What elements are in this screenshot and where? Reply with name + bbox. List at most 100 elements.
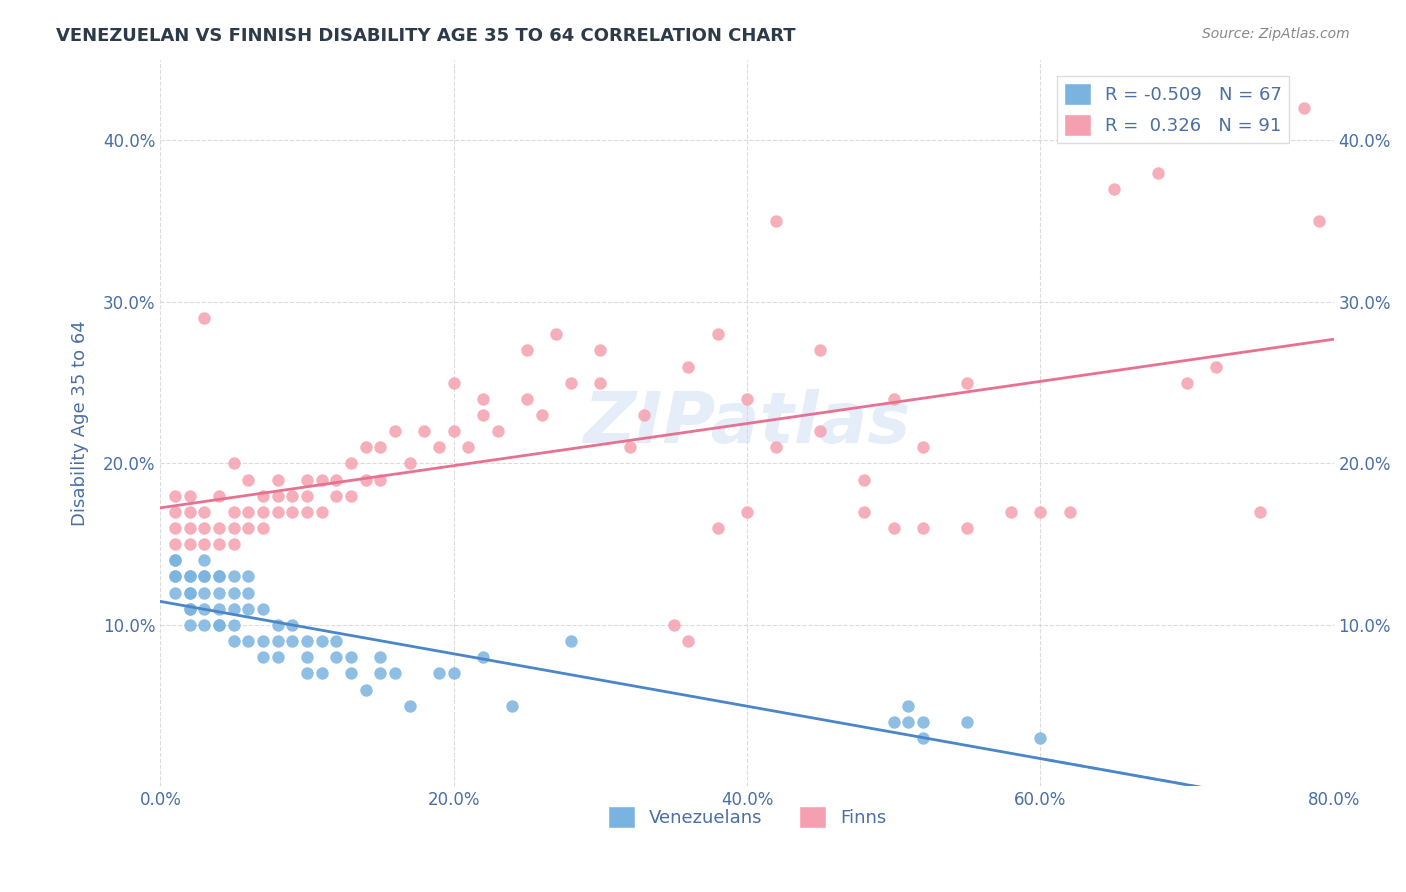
Point bbox=[295, 634, 318, 648]
Point bbox=[443, 666, 465, 681]
Point bbox=[222, 569, 245, 583]
Point bbox=[281, 634, 304, 648]
Point bbox=[706, 521, 728, 535]
Point bbox=[238, 521, 260, 535]
Point bbox=[370, 650, 392, 665]
Point bbox=[222, 618, 245, 632]
Point bbox=[165, 537, 187, 551]
Point bbox=[1146, 166, 1168, 180]
Point bbox=[516, 392, 538, 406]
Point bbox=[311, 666, 333, 681]
Point bbox=[1000, 505, 1022, 519]
Point bbox=[179, 569, 201, 583]
Point bbox=[589, 376, 612, 390]
Point bbox=[325, 473, 347, 487]
Point bbox=[222, 521, 245, 535]
Point bbox=[413, 424, 436, 438]
Point bbox=[193, 521, 215, 535]
Point bbox=[179, 585, 201, 599]
Point bbox=[165, 569, 187, 583]
Point bbox=[1102, 182, 1125, 196]
Point bbox=[370, 440, 392, 454]
Point bbox=[179, 521, 201, 535]
Point bbox=[295, 473, 318, 487]
Point bbox=[633, 408, 655, 422]
Point bbox=[1175, 376, 1198, 390]
Point bbox=[530, 408, 553, 422]
Point bbox=[1308, 214, 1330, 228]
Point bbox=[808, 424, 831, 438]
Point bbox=[354, 473, 377, 487]
Point bbox=[267, 618, 290, 632]
Point bbox=[897, 698, 920, 713]
Point bbox=[354, 440, 377, 454]
Point bbox=[193, 602, 215, 616]
Point bbox=[222, 537, 245, 551]
Point bbox=[208, 521, 231, 535]
Point bbox=[238, 473, 260, 487]
Point bbox=[252, 602, 274, 616]
Text: ZIPatlas: ZIPatlas bbox=[583, 389, 911, 458]
Point bbox=[193, 505, 215, 519]
Point bbox=[238, 602, 260, 616]
Point bbox=[238, 585, 260, 599]
Point bbox=[325, 489, 347, 503]
Point bbox=[238, 634, 260, 648]
Point bbox=[443, 424, 465, 438]
Point bbox=[252, 489, 274, 503]
Point bbox=[208, 585, 231, 599]
Point bbox=[427, 440, 450, 454]
Point bbox=[267, 489, 290, 503]
Point bbox=[370, 473, 392, 487]
Point bbox=[706, 327, 728, 342]
Point bbox=[179, 602, 201, 616]
Point bbox=[179, 618, 201, 632]
Point bbox=[546, 327, 568, 342]
Point bbox=[179, 537, 201, 551]
Point bbox=[897, 714, 920, 729]
Point bbox=[281, 618, 304, 632]
Point bbox=[222, 585, 245, 599]
Point bbox=[354, 682, 377, 697]
Point bbox=[267, 473, 290, 487]
Point bbox=[179, 489, 201, 503]
Point bbox=[165, 521, 187, 535]
Point bbox=[267, 505, 290, 519]
Point bbox=[427, 666, 450, 681]
Point bbox=[443, 376, 465, 390]
Point bbox=[165, 569, 187, 583]
Point bbox=[179, 569, 201, 583]
Point bbox=[678, 359, 700, 374]
Point bbox=[472, 392, 495, 406]
Point bbox=[1294, 101, 1316, 115]
Point bbox=[295, 505, 318, 519]
Point bbox=[560, 634, 582, 648]
Point bbox=[165, 585, 187, 599]
Point bbox=[486, 424, 509, 438]
Point bbox=[165, 489, 187, 503]
Point bbox=[267, 650, 290, 665]
Point bbox=[340, 650, 363, 665]
Point bbox=[179, 602, 201, 616]
Point bbox=[1059, 505, 1081, 519]
Point bbox=[179, 505, 201, 519]
Point bbox=[398, 698, 420, 713]
Point bbox=[193, 553, 215, 567]
Point bbox=[325, 650, 347, 665]
Point bbox=[398, 457, 420, 471]
Point bbox=[501, 698, 523, 713]
Point bbox=[238, 569, 260, 583]
Point bbox=[238, 505, 260, 519]
Point bbox=[165, 505, 187, 519]
Point bbox=[678, 634, 700, 648]
Point bbox=[340, 489, 363, 503]
Point bbox=[883, 392, 905, 406]
Point bbox=[252, 521, 274, 535]
Point bbox=[193, 618, 215, 632]
Point bbox=[295, 666, 318, 681]
Point bbox=[384, 424, 406, 438]
Point bbox=[340, 457, 363, 471]
Point bbox=[193, 537, 215, 551]
Point bbox=[1029, 505, 1052, 519]
Point bbox=[1205, 359, 1227, 374]
